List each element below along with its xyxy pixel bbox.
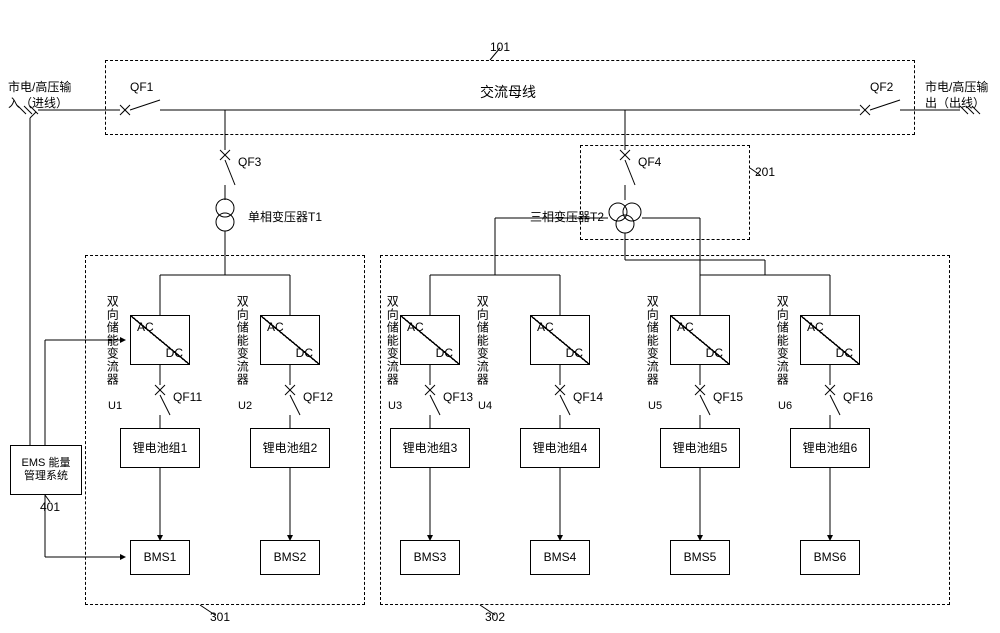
acdc-u4: ACDC <box>530 315 590 365</box>
batt-4: 锂电池组4 <box>520 428 600 468</box>
qf2-label: QF2 <box>870 80 893 94</box>
acdc-u3: ACDC <box>400 315 460 365</box>
u4-id: U4 <box>478 400 492 412</box>
bms-3: BMS3 <box>400 540 460 575</box>
bms-4: BMS4 <box>530 540 590 575</box>
u3-id: U3 <box>388 400 402 412</box>
bms-1: BMS1 <box>130 540 190 575</box>
bms-5: BMS5 <box>670 540 730 575</box>
qf11-label: QF11 <box>173 390 202 404</box>
qf3-label: QF3 <box>238 155 261 169</box>
region-101-label: 101 <box>490 40 510 54</box>
input-label: 市电/高压输入（进线） <box>8 80 71 111</box>
conv-label-u4: 双向储能变流器 <box>475 295 488 386</box>
output-label: 市电/高压输出（出线） <box>925 80 988 111</box>
region-201 <box>580 145 750 240</box>
acdc-u6: ACDC <box>800 315 860 365</box>
busbar-title: 交流母线 <box>480 82 536 102</box>
t1-label: 单相变压器T1 <box>248 208 322 225</box>
qf12-label: QF12 <box>303 390 333 404</box>
qf13-label: QF13 <box>443 390 473 404</box>
qf15-label: QF15 <box>713 390 743 404</box>
conv-label-u1: 双向储能变流器 <box>105 295 118 386</box>
t2-label: 三相变压器T2 <box>530 208 604 225</box>
qf14-label: QF14 <box>573 390 603 404</box>
acdc-u5: ACDC <box>670 315 730 365</box>
ems-box: EMS 能量 管理系统 <box>10 445 82 495</box>
qf16-label: QF16 <box>843 390 873 404</box>
u2-id: U2 <box>238 400 252 412</box>
region-302-label: 302 <box>485 610 505 624</box>
batt-5: 锂电池组5 <box>660 428 740 468</box>
bms-6: BMS6 <box>800 540 860 575</box>
acdc-u2: ACDC <box>260 315 320 365</box>
u6-id: U6 <box>778 400 792 412</box>
region-401-label: 401 <box>40 500 60 514</box>
conv-label-u6: 双向储能变流器 <box>775 295 788 386</box>
batt-3: 锂电池组3 <box>390 428 470 468</box>
conv-label-u3: 双向储能变流器 <box>385 295 398 386</box>
region-301-label: 301 <box>210 610 230 624</box>
u1-id: U1 <box>108 400 122 412</box>
conv-label-u2: 双向储能变流器 <box>235 295 248 386</box>
batt-6: 锂电池组6 <box>790 428 870 468</box>
conv-label-u5: 双向储能变流器 <box>645 295 658 386</box>
batt-2: 锂电池组2 <box>250 428 330 468</box>
batt-1: 锂电池组1 <box>120 428 200 468</box>
qf1-label: QF1 <box>130 80 153 94</box>
bms-2: BMS2 <box>260 540 320 575</box>
qf4-label: QF4 <box>638 155 661 169</box>
u5-id: U5 <box>648 400 662 412</box>
region-201-label: 201 <box>755 165 775 179</box>
acdc-u1: ACDC <box>130 315 190 365</box>
